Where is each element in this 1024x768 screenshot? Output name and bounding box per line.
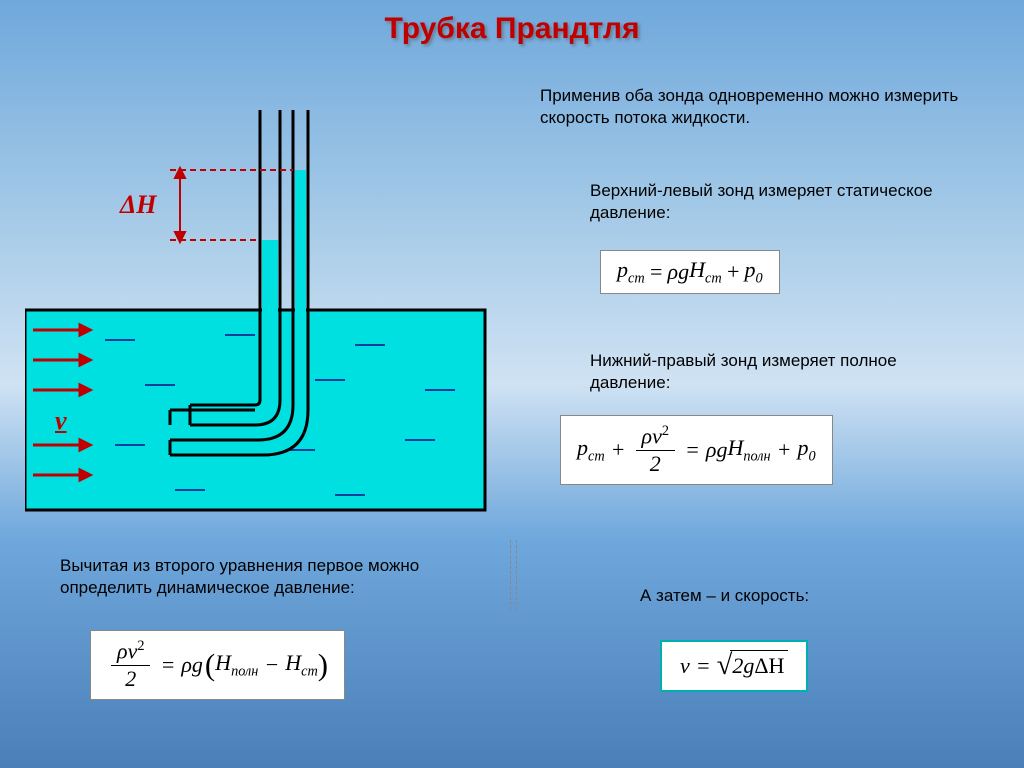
rho-3: ρ [181,652,192,678]
v-final: v [680,653,690,679]
formula-static: pст = ρ g Hст + p0 [600,250,780,294]
g: g [678,259,689,285]
p-left: pст [577,435,605,465]
rhov2-frac-2: ρv2 2 [111,638,150,691]
intro-text: Применив оба зонда одновременно можно из… [540,85,970,129]
dynamic-text: Вычитая из второго уравнения первое можн… [60,555,480,599]
v-label: v [55,406,67,436]
rho-right: ρ [706,437,717,463]
prandtl-diagram: ΔH v [25,110,505,510]
formula-full: pст + ρv2 2 = ρ g Hполн + p0 [560,415,833,485]
center-marks-2 [516,540,517,610]
Hcm: Hст [689,257,722,287]
static-text: Верхний-левый зонд измеряет статическое … [590,180,970,224]
p0-right: p0 [797,435,815,465]
formula-velocity: v = √ 2gΔH [660,640,808,692]
g-3: g [192,652,203,678]
rho: ρ [668,259,679,285]
sqrt: √ 2gΔH [717,650,789,682]
formula-dynamic: ρv2 2 = ρ g ( Hполн − Hст ) [90,630,345,700]
full-text: Нижний-правый зонд измеряет полное давле… [590,350,970,394]
g-right: g [716,437,727,463]
p0: p0 [745,257,763,287]
deltaH-label: ΔH [120,190,157,220]
Hfull: Hполн [727,435,770,465]
Hcm-2: Hст [285,650,318,680]
page-title: Трубка Прандтля [0,0,1024,46]
center-marks [510,540,511,610]
pcm: pст [617,257,645,287]
velocity-text: А затем – и скорость: [640,585,940,607]
Hfull-2: Hполн [215,650,258,680]
rhov2-frac: ρv2 2 [636,423,675,476]
